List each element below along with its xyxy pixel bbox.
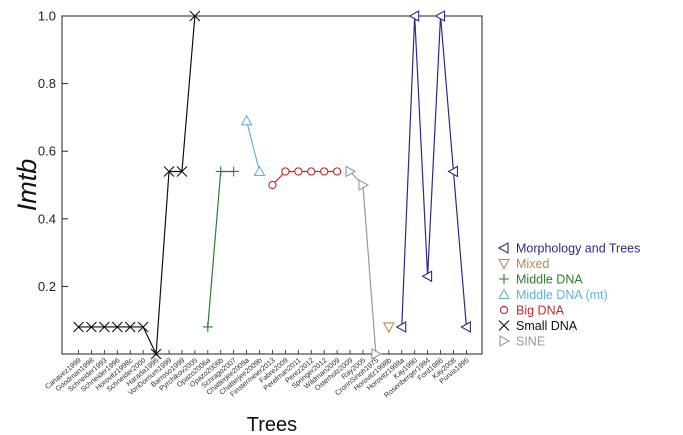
data-point — [124, 321, 136, 333]
legend-label: Middle DNA (mt) — [516, 288, 608, 302]
series-line — [246, 120, 261, 172]
data-point — [281, 167, 290, 176]
series-middle-dna-mt — [240, 114, 266, 177]
data-point — [268, 180, 277, 190]
legend-label: Morphology and Trees — [516, 242, 640, 256]
data-point — [73, 321, 84, 333]
y-axis: 0.2 0.4 0.6 0.8 1.0 — [38, 9, 68, 294]
legend-label: Small DNA — [516, 319, 578, 333]
data-point — [421, 270, 433, 283]
series-layer — [73, 10, 471, 360]
data-point — [137, 321, 149, 333]
data-point — [176, 166, 188, 177]
legend-label: SINE — [516, 335, 545, 349]
series-line — [78, 15, 196, 357]
data-point — [358, 179, 370, 191]
data-point — [163, 166, 175, 177]
data-point — [345, 165, 357, 178]
legend-marker — [498, 320, 510, 331]
legend-item: Mixed — [498, 257, 549, 271]
plot-frame — [61, 15, 483, 355]
data-point — [111, 321, 123, 333]
data-point — [240, 114, 253, 126]
y-tick-label: 0.8 — [38, 76, 56, 91]
data-point — [215, 166, 226, 177]
legend-marker — [499, 274, 509, 284]
y-tick-label: 0.4 — [38, 211, 56, 226]
series-morphology-and-trees — [395, 10, 471, 333]
series-line — [401, 15, 467, 328]
legend-item: Morphology and Trees — [497, 242, 640, 256]
legend-marker — [498, 288, 510, 300]
y-axis-title: Imtb — [12, 159, 42, 212]
y-tick-label: 1.0 — [38, 9, 56, 24]
legend-marker — [499, 305, 509, 315]
series-middle-dna — [202, 166, 239, 332]
data-point — [434, 10, 446, 22]
data-point — [408, 10, 420, 22]
data-point — [382, 322, 395, 334]
legend-item: Middle DNA — [499, 273, 583, 287]
series-line — [207, 170, 234, 328]
data-point — [294, 167, 303, 176]
legend-item: Big DNA — [499, 304, 565, 318]
series-line — [349, 171, 377, 355]
legend-item: Small DNA — [498, 319, 578, 333]
legend-marker — [499, 335, 511, 347]
x-axis: Canavez1999Goodman1998Schneider1993Schne… — [43, 350, 471, 400]
legend-item: Middle DNA (mt) — [498, 288, 608, 302]
data-point — [395, 321, 407, 333]
data-point — [202, 321, 213, 332]
legend-marker — [498, 258, 510, 270]
data-point — [228, 166, 239, 177]
data-point — [86, 321, 97, 333]
x-axis-title: Trees — [247, 414, 297, 435]
data-point — [332, 167, 342, 176]
data-point — [371, 348, 383, 360]
data-point — [447, 165, 459, 178]
series-small-dna — [73, 10, 201, 360]
legend-label: Big DNA — [516, 304, 565, 318]
legend-label: Mixed — [516, 257, 549, 271]
data-point — [98, 321, 110, 333]
data-point — [320, 167, 329, 176]
series-sine — [345, 165, 383, 360]
data-point — [253, 165, 266, 177]
legend-label: Middle DNA — [516, 273, 583, 287]
legend-marker — [497, 242, 509, 254]
series-big-dna — [268, 167, 342, 190]
data-point — [189, 10, 201, 22]
legend-item: SINE — [499, 335, 545, 349]
y-tick-label: 0.6 — [38, 144, 56, 159]
data-point — [307, 167, 316, 176]
y-tick-label: 0.2 — [38, 279, 56, 294]
plot-area — [61, 15, 483, 355]
data-point — [150, 348, 162, 360]
series-mixed — [382, 322, 395, 334]
data-point — [460, 321, 471, 333]
